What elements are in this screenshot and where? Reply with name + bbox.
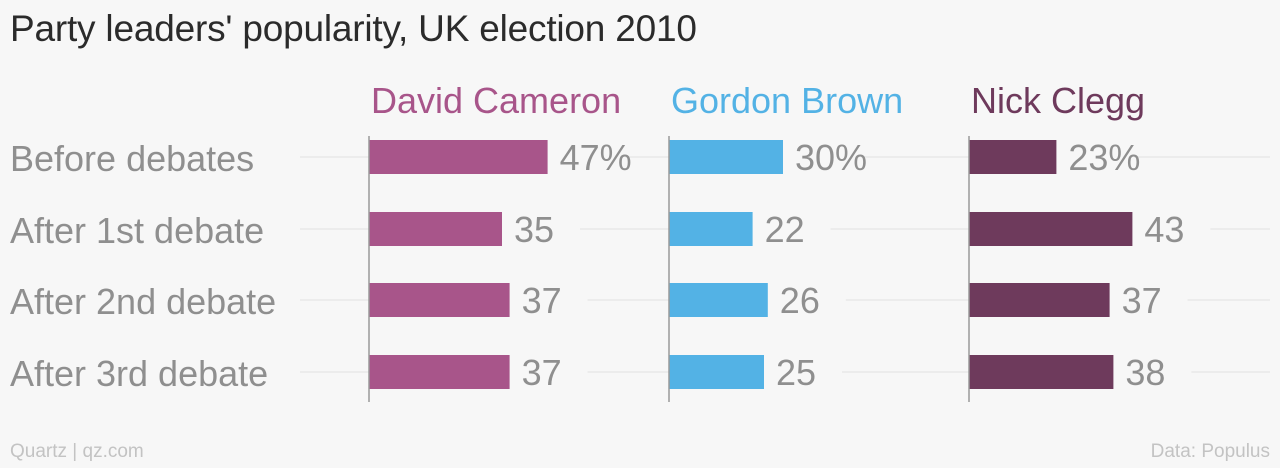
value-label: 35	[514, 209, 554, 250]
series-label: Gordon Brown	[671, 80, 903, 121]
bar	[369, 140, 548, 174]
value-label: 37	[522, 280, 562, 321]
value-label: 22	[765, 209, 805, 250]
bar	[969, 283, 1110, 317]
value-label: 38	[1125, 352, 1165, 393]
bar	[669, 283, 768, 317]
bar	[369, 355, 510, 389]
category-label: After 1st debate	[10, 210, 264, 251]
series-label: David Cameron	[371, 80, 621, 121]
bar	[369, 283, 510, 317]
source-credit: Quartz | qz.com	[10, 441, 144, 462]
data-credit: Data: Populus	[1150, 441, 1270, 462]
bar	[669, 355, 764, 389]
bar	[669, 212, 753, 246]
value-label: 23%	[1068, 137, 1140, 178]
bar	[969, 212, 1133, 246]
value-label: 43	[1144, 209, 1184, 250]
value-label: 37	[522, 352, 562, 393]
category-label: After 2nd debate	[10, 281, 276, 322]
series-label: Nick Clegg	[971, 80, 1145, 121]
category-label: Before debates	[10, 138, 254, 179]
value-label: 25	[776, 352, 816, 393]
category-label: After 3rd debate	[10, 353, 268, 394]
bar	[369, 212, 502, 246]
bar-chart: Before debates After 1st debate After 2nd …	[10, 80, 1270, 402]
value-label: 26	[780, 280, 820, 321]
bar	[669, 140, 783, 174]
chart-title: Party leaders' popularity, UK election 2…	[10, 8, 697, 49]
bar	[969, 355, 1114, 389]
value-label: 47%	[560, 137, 632, 178]
value-label: 30%	[795, 137, 867, 178]
value-label: 37	[1122, 280, 1162, 321]
bar	[969, 140, 1057, 174]
